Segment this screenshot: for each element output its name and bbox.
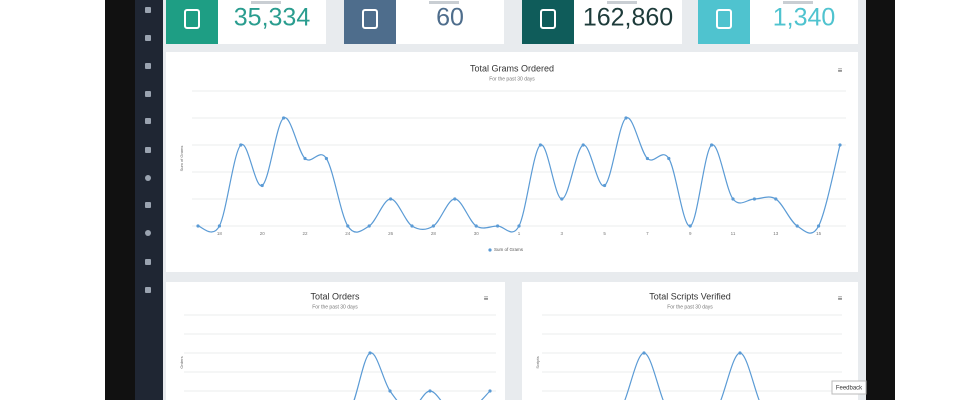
data-point <box>388 389 392 393</box>
x-tick-label: 1 <box>518 231 521 236</box>
kpi-icon-box <box>344 0 396 44</box>
x-tick-label: 24 <box>345 231 351 236</box>
data-point <box>324 156 328 161</box>
kpi-icon-box <box>166 0 218 44</box>
kpi-value: 35,334 <box>234 4 311 32</box>
data-point <box>752 197 757 201</box>
x-tick-label: 9 <box>689 231 692 236</box>
kpi-caption <box>607 1 637 4</box>
kpi-icon-box <box>698 0 750 44</box>
data-point <box>538 143 543 147</box>
kpi-caption <box>783 1 813 4</box>
x-tick-label: 22 <box>302 231 308 236</box>
data-point <box>817 224 821 228</box>
chart-title: Total Grams Ordered <box>470 63 554 73</box>
chart-subtitle: For the past 30 days <box>312 304 358 310</box>
data-point <box>642 351 646 355</box>
chart-menu[interactable]: ≡ <box>484 294 489 303</box>
data-line <box>353 352 491 400</box>
kpi-value: 60 <box>436 4 464 32</box>
x-tick-label: 30 <box>474 231 480 236</box>
data-point <box>710 143 714 147</box>
data-point <box>217 224 221 228</box>
legend-label[interactable]: Sum of Grams <box>494 247 524 252</box>
data-point <box>389 197 393 201</box>
chart-title: Total Scripts Verified <box>649 291 731 301</box>
data-point <box>731 197 735 201</box>
x-tick-label: 3 <box>561 231 564 236</box>
data-point <box>738 351 742 355</box>
sidebar-icons[interactable] <box>145 7 151 293</box>
data-point <box>367 224 371 228</box>
data-point <box>667 156 671 161</box>
data-point <box>239 143 243 147</box>
data-point <box>428 389 432 393</box>
kpi-caption <box>251 1 281 4</box>
data-point <box>260 183 264 188</box>
chart-panel <box>522 282 858 400</box>
data-point <box>431 224 435 228</box>
x-tick-label: 11 <box>731 231 736 236</box>
data-point <box>688 224 692 228</box>
data-point <box>488 389 492 393</box>
data-point <box>645 156 650 161</box>
chart-subtitle: For the past 30 days <box>489 76 535 82</box>
x-tick-label: 7 <box>646 231 649 236</box>
data-point <box>581 143 585 147</box>
data-point <box>496 224 500 228</box>
y-axis-label: Scripts <box>535 356 540 368</box>
feedback-label[interactable]: Feedback <box>836 386 863 392</box>
sidebar <box>135 0 163 400</box>
data-point <box>453 197 457 201</box>
kpi-value: 162,860 <box>583 4 673 32</box>
chart: Total Grams Ordered For the past 30 days ≡… <box>179 63 846 252</box>
data-point <box>368 351 372 355</box>
x-tick-label: 26 <box>388 231 394 236</box>
data-point <box>624 116 628 120</box>
chart-title: Total Orders <box>310 291 360 301</box>
x-tick-label: 15 <box>816 231 822 236</box>
legend-marker <box>488 248 492 252</box>
data-point <box>196 224 200 228</box>
kpi-value: 1,340 <box>773 4 836 32</box>
data-point <box>346 224 350 228</box>
chart: Total Scripts Verified For the past 30 da… <box>535 291 843 400</box>
kpi-icon <box>540 9 556 29</box>
chart-panel <box>166 282 505 400</box>
kpi-icon <box>184 9 200 29</box>
kpi-icon <box>716 9 732 29</box>
chart-menu[interactable]: ≡ <box>838 294 843 303</box>
data-point <box>603 183 607 188</box>
x-tick-label: 28 <box>431 231 437 236</box>
data-point <box>838 143 842 147</box>
data-point <box>795 224 799 228</box>
data-point <box>303 156 307 161</box>
data-point <box>774 197 778 201</box>
data-point <box>410 224 414 228</box>
x-tick-label: 18 <box>217 231 223 236</box>
data-point <box>474 224 478 228</box>
y-axis-label: Sum of Grams <box>179 146 184 172</box>
data-point <box>282 116 286 120</box>
kpi-caption <box>429 1 459 4</box>
x-tick-label: 5 <box>603 231 606 236</box>
chart-menu[interactable]: ≡ <box>838 66 843 75</box>
y-axis-label: Orders <box>179 356 184 368</box>
chart-panel <box>166 52 858 272</box>
kpi-icon <box>362 9 378 29</box>
x-tick-label: 20 <box>260 231 266 236</box>
feedback-tab[interactable] <box>831 380 867 395</box>
chart-subtitle: For the past 30 days <box>667 304 713 310</box>
kpi-icon-box <box>522 0 574 44</box>
data-point <box>517 224 521 228</box>
chart: Total Orders For the past 30 days ≡ Orders <box>179 291 496 400</box>
x-tick-label: 13 <box>773 231 779 236</box>
data-point <box>560 197 564 201</box>
